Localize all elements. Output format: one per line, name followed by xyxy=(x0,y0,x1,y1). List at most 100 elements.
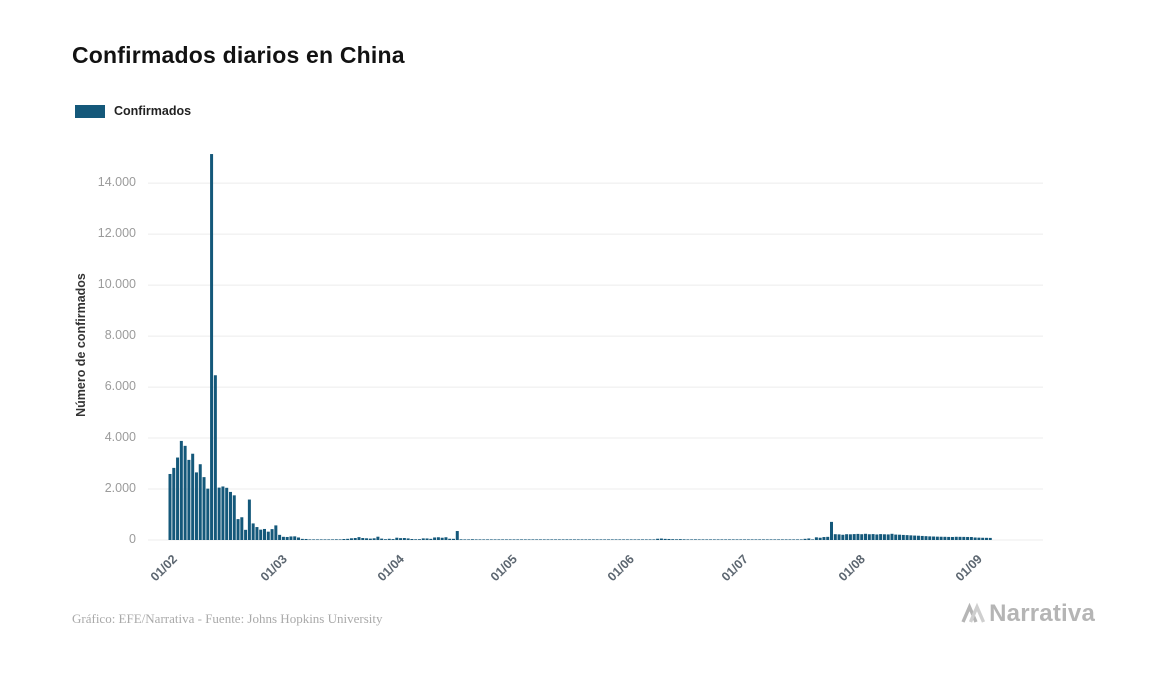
bar xyxy=(501,539,505,540)
bar xyxy=(667,538,671,540)
bar xyxy=(962,536,966,540)
bar xyxy=(334,539,338,540)
bar xyxy=(247,499,251,540)
bar xyxy=(958,536,962,540)
bar xyxy=(633,539,637,540)
bar xyxy=(690,539,694,540)
bar xyxy=(848,534,852,540)
bar xyxy=(678,539,682,540)
bar xyxy=(886,534,890,540)
bar xyxy=(236,519,240,540)
bar xyxy=(512,539,516,540)
bar xyxy=(467,539,471,540)
bar xyxy=(746,539,750,540)
bar xyxy=(709,539,713,540)
bar xyxy=(675,539,679,540)
narrativa-logo-icon xyxy=(961,602,986,623)
bar xyxy=(928,536,932,540)
bar xyxy=(576,539,580,540)
bar xyxy=(183,445,187,540)
bar xyxy=(319,539,323,540)
page-title: Confirmados diarios en China xyxy=(72,42,405,68)
bar xyxy=(368,538,372,540)
bar xyxy=(342,539,346,540)
bar xyxy=(625,539,629,540)
bar xyxy=(871,534,875,540)
bar xyxy=(353,538,357,540)
bar xyxy=(372,538,376,540)
bar xyxy=(323,539,327,540)
bar xyxy=(739,539,743,540)
bar xyxy=(875,534,879,540)
bar xyxy=(172,467,176,540)
bar xyxy=(924,536,928,540)
bar xyxy=(538,539,542,540)
bar xyxy=(580,539,584,540)
bar xyxy=(920,535,924,540)
bar xyxy=(603,539,607,540)
bar xyxy=(523,539,527,540)
bar xyxy=(811,539,815,540)
bar xyxy=(901,534,905,540)
y-tick-label: 0 xyxy=(129,532,136,546)
bar xyxy=(168,473,172,540)
bar xyxy=(720,539,724,540)
bar xyxy=(331,539,335,540)
y-tick-label: 4.000 xyxy=(104,430,136,445)
bar xyxy=(977,537,981,540)
bar xyxy=(489,539,493,540)
bar xyxy=(909,535,913,540)
bar xyxy=(493,539,497,540)
bar xyxy=(682,539,686,540)
bar xyxy=(867,534,871,540)
bar xyxy=(176,457,180,540)
bar xyxy=(474,539,478,540)
bar xyxy=(882,534,886,540)
bar xyxy=(701,539,705,540)
bar xyxy=(550,539,554,540)
bar xyxy=(818,537,822,540)
bar xyxy=(455,531,459,540)
bar xyxy=(969,537,973,540)
bar xyxy=(932,536,936,540)
bar xyxy=(641,539,644,540)
bar xyxy=(663,538,667,540)
bar xyxy=(406,538,410,540)
bar xyxy=(712,539,716,540)
bar xyxy=(943,536,947,540)
bar xyxy=(765,539,769,540)
bar xyxy=(365,538,369,540)
bar xyxy=(758,539,762,540)
bar xyxy=(814,537,818,540)
bar xyxy=(486,539,490,540)
bar xyxy=(452,538,455,540)
bar xyxy=(327,539,331,540)
bar xyxy=(599,539,603,540)
bar xyxy=(833,534,837,540)
bar xyxy=(557,539,561,540)
bar xyxy=(187,459,191,540)
bar xyxy=(905,535,909,540)
bar xyxy=(565,539,569,540)
bar xyxy=(520,539,524,540)
bar xyxy=(338,539,342,540)
bar xyxy=(780,539,784,540)
bar xyxy=(244,529,248,540)
bar xyxy=(228,491,232,540)
bar xyxy=(750,539,754,540)
bar xyxy=(637,539,641,540)
bar xyxy=(448,538,452,540)
bar xyxy=(743,539,747,540)
bar xyxy=(988,537,992,540)
bar xyxy=(735,539,739,540)
bar xyxy=(274,525,278,540)
bar xyxy=(198,464,202,540)
bar xyxy=(618,539,622,540)
bar xyxy=(210,154,214,541)
bar xyxy=(588,539,592,540)
bar xyxy=(395,537,399,540)
bar xyxy=(981,537,985,540)
bar xyxy=(308,539,312,540)
bar xyxy=(966,536,970,540)
bar xyxy=(213,375,217,540)
